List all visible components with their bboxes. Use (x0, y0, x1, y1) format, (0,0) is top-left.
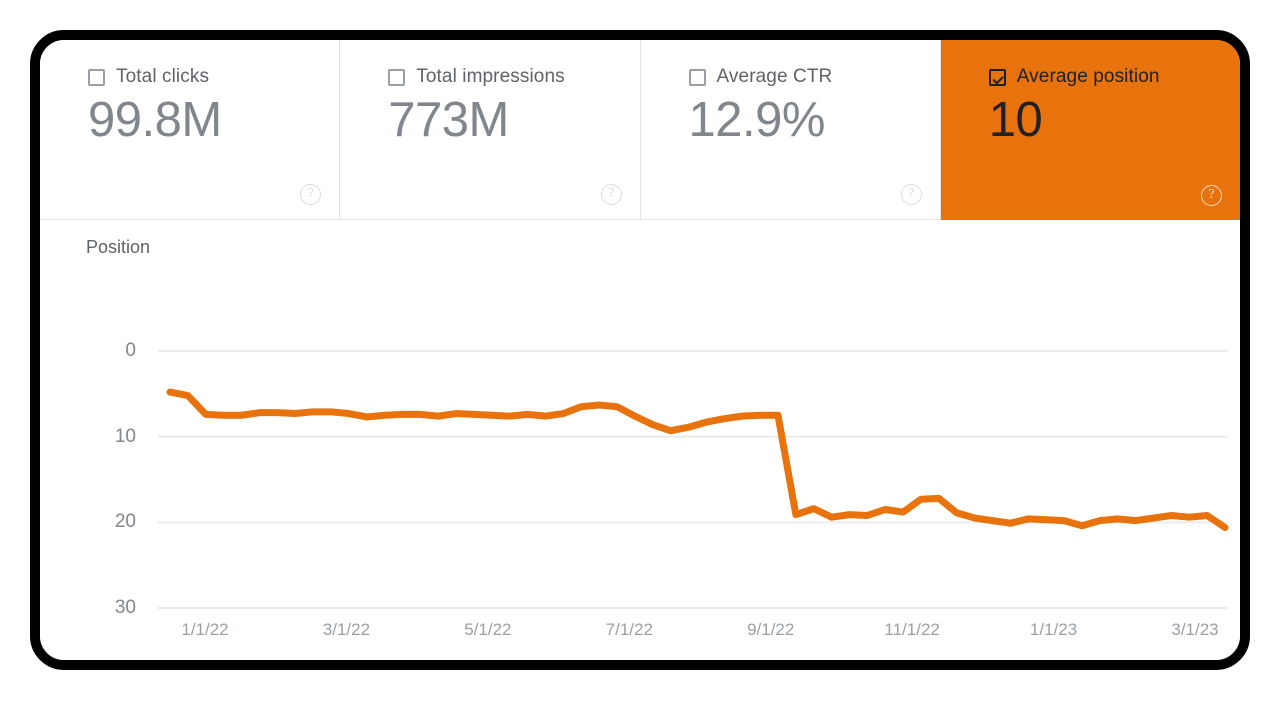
metric-card-header: Average position (988, 66, 1218, 88)
x-axis-tick-label: 1/1/23 (1029, 620, 1078, 639)
metric-card-total-clicks[interactable]: Total clicks 99.8M ? (40, 40, 341, 219)
metric-label: Average CTR (716, 66, 833, 87)
x-axis-tick-label: 9/1/22 (747, 620, 795, 639)
metric-value: 99.8M (88, 93, 222, 147)
performance-chart: Position 0 10 20 30 1/1/22 3/1/22 5/1/22 7/1/22… (40, 220, 1240, 660)
metric-card-average-ctr[interactable]: Average CTR 12.9% ? (640, 40, 941, 219)
checkbox-average-ctr[interactable] (688, 68, 706, 86)
x-axis-tick-label: 3/1/23 (1171, 620, 1219, 639)
metric-card-header: Average CTR (688, 66, 918, 88)
checkbox-total-clicks[interactable] (88, 68, 105, 86)
metric-label: Average position (1016, 66, 1160, 87)
help-icon[interactable]: ? (300, 184, 322, 205)
help-icon[interactable]: ? (600, 184, 622, 205)
y-axis-tick-label: 30 (114, 597, 136, 618)
metrics-card-row: Total clicks 99.8M ? Total impressions 7… (40, 40, 1240, 220)
metric-card-header: Total clicks (88, 66, 317, 88)
metric-label: Total clicks (116, 66, 210, 87)
y-axis-tick-label: 10 (114, 425, 136, 447)
x-axis-tick-label: 11/1/22 (884, 620, 940, 639)
y-axis-tick-label: 0 (125, 340, 136, 361)
metric-value: 12.9% (688, 93, 826, 147)
browser-frame: Total clicks 99.8M ? Total impressions 7… (30, 30, 1250, 670)
metric-label: Total impressions (416, 66, 565, 87)
metric-value: 10 (988, 93, 1043, 147)
metric-card-average-position[interactable]: Average position 10 ? (940, 40, 1240, 220)
x-axis-tick-label: 7/1/22 (605, 620, 653, 639)
x-axis-tick-label: 5/1/22 (464, 620, 512, 639)
chart-axis-title: Position (86, 237, 151, 257)
metric-value: 773M (388, 93, 509, 147)
series-line-average-position[interactable] (166, 388, 1229, 531)
checkbox-total-impressions[interactable] (388, 68, 406, 86)
x-axis-tick-label: 1/1/22 (181, 620, 229, 639)
y-axis-tick-label: 20 (114, 511, 136, 533)
metric-card-header: Total impressions (388, 66, 617, 88)
metric-card-total-impressions[interactable]: Total impressions 773M ? (340, 40, 641, 219)
help-icon[interactable]: ? (1201, 185, 1222, 206)
plot-area[interactable]: 0 10 20 30 1/1/22 3/1/22 5/1/22 7/1/22 9/1/22 11/… (40, 220, 1240, 660)
x-axis-tick-label: 3/1/22 (322, 620, 371, 639)
help-icon[interactable]: ? (900, 184, 922, 205)
chart-svg (158, 350, 1229, 609)
checkbox-average-position[interactable] (988, 68, 1006, 86)
